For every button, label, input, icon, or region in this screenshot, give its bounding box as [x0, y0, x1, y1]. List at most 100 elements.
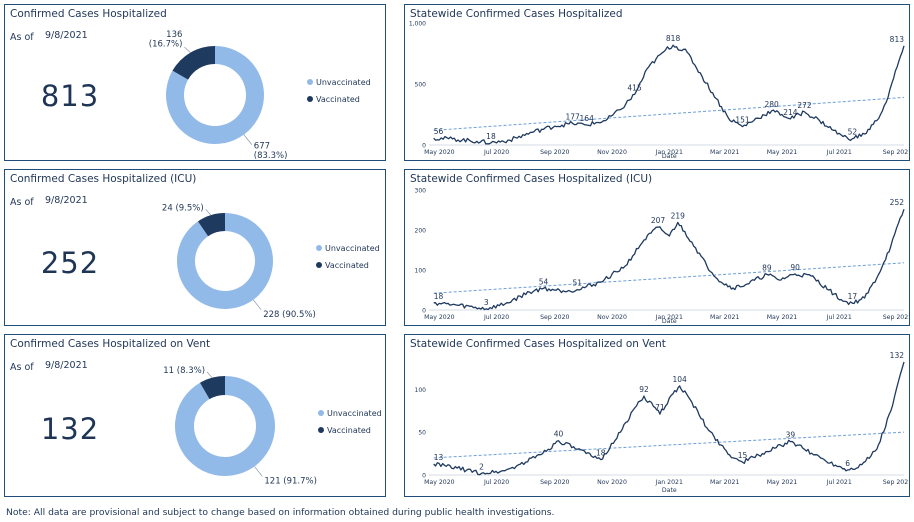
donut-chart: 24 (9.5%) 228 (90.5%) Unvaccinated Vaccinat… — [162, 203, 380, 320]
data-label: 280 — [764, 100, 779, 109]
line-panel-hospitalized: Statewide Confirmed Cases Hospitalized 0… — [404, 4, 910, 161]
data-label: 56 — [434, 127, 444, 136]
x-tick-label: May 2021 — [767, 479, 798, 486]
data-label: 54 — [539, 277, 549, 286]
data-label: 18 — [434, 292, 444, 301]
x-tick-label: Jul 2020 — [483, 479, 509, 486]
data-label: 6 — [845, 459, 850, 468]
as-of-label: As of — [10, 32, 34, 43]
x-tick-label: Nov 2020 — [597, 314, 627, 321]
chart-title: Statewide Confirmed Cases Hospitalized o… — [410, 338, 666, 350]
x-tick-label: Jan 2021 — [655, 149, 683, 156]
y-tick-label: 100 — [415, 268, 427, 275]
data-label: 151 — [735, 116, 750, 125]
y-tick-label: 200 — [415, 228, 427, 235]
data-label: 219 — [671, 211, 686, 220]
chart-title: Statewide Confirmed Cases Hospitalized — [410, 8, 623, 20]
data-label: 2 — [479, 462, 484, 471]
data-label: 90 — [790, 263, 800, 272]
vaccinated-count-label: 136 (16.7%) — [149, 30, 183, 50]
y-tick-label: 0 — [422, 473, 426, 480]
data-label: 132 — [890, 351, 905, 360]
data-label: 3 — [484, 298, 489, 307]
y-tick-label: 50 — [418, 430, 426, 437]
y-tick-label: 300 — [415, 188, 427, 195]
panel-title: Confirmed Cases Hospitalized (ICU) — [10, 173, 197, 185]
data-label: 39 — [786, 431, 796, 440]
legend-label-unvaccinated: Unvaccinated — [325, 244, 380, 253]
x-tick-label: May 2021 — [767, 149, 798, 156]
x-tick-label: Mar 2021 — [710, 314, 739, 321]
data-label: 92 — [639, 385, 649, 394]
x-axis-label: Date — [662, 318, 677, 325]
legend-label-unvaccinated: Unvaccinated — [327, 409, 382, 418]
label-leader-line — [206, 371, 213, 378]
as-of-date: 9/8/2021 — [45, 360, 88, 371]
x-tick-label: Mar 2021 — [710, 479, 739, 486]
data-label: 89 — [762, 263, 772, 272]
x-tick-label: Sep 2020 — [540, 479, 569, 486]
x-tick-label: May 2020 — [424, 149, 455, 156]
y-tick-label: 100 — [415, 387, 427, 394]
x-tick-label: Jul 2021 — [826, 479, 852, 486]
trend-line — [433, 431, 905, 459]
as-of-date: 9/8/2021 — [45, 30, 88, 41]
donut-slice-unvaccinated — [177, 213, 273, 309]
label-leader-line — [205, 209, 212, 216]
data-label: 415 — [627, 83, 642, 92]
data-label: 18 — [596, 449, 606, 458]
x-tick-label: Sep 2020 — [540, 149, 569, 156]
panel-title: Confirmed Cases Hospitalized — [10, 8, 167, 20]
y-tick-label: 0 — [422, 308, 426, 315]
donut-slice-vaccinated — [172, 46, 215, 80]
line-chart: 0 50 100 May 2020 Jul 2020 Sep 2020 Nov 2020 Ja… — [415, 351, 909, 494]
as-of-date: 9/8/2021 — [45, 195, 88, 206]
chart-title: Statewide Confirmed Cases Hospitalized (… — [410, 173, 653, 185]
footer-note: Note: All data are provisional and subje… — [6, 507, 555, 518]
legend-label-vaccinated: Vaccinated — [325, 261, 369, 270]
legend-label-vaccinated: Vaccinated — [316, 95, 360, 104]
summary-panel-hospitalized: Confirmed Cases Hospitalized As of 9/8/2… — [4, 4, 386, 161]
donut-slice-vaccinated — [200, 376, 225, 400]
x-tick-label: Sep 2021 — [883, 314, 909, 321]
donut-chart: 136 (16.7%) 677 (83.3%) Unvaccinated Vaccinat… — [149, 30, 371, 160]
data-label: 104 — [672, 375, 687, 384]
x-tick-label: Sep 2021 — [883, 149, 909, 156]
as-of-label: As of — [10, 197, 34, 208]
x-axis-label: Date — [662, 153, 677, 160]
trend-line — [433, 96, 905, 131]
label-leader-line — [254, 466, 263, 477]
data-label: 17 — [848, 292, 858, 301]
donut-slice-unvaccinated — [175, 376, 275, 476]
as-of-label: As of — [10, 362, 34, 373]
vaccinated-count-label: 11 (8.3%) — [163, 366, 205, 376]
y-tick-label: 1,000 — [409, 21, 426, 28]
series-line — [433, 361, 905, 476]
data-label: 818 — [666, 34, 681, 43]
y-tick-label: 0 — [422, 143, 426, 150]
line-panel-vent: Statewide Confirmed Cases Hospitalized o… — [404, 334, 910, 497]
y-tick-label: 500 — [415, 82, 427, 89]
x-tick-label: Jul 2021 — [826, 314, 852, 321]
data-label: 214 — [783, 108, 798, 117]
line-chart: 0 500 1,000 May 2020 Jul 2020 Sep 2020 Nov 202… — [409, 21, 909, 161]
x-tick-label: May 2020 — [424, 314, 455, 321]
legend-label-unvaccinated: Unvaccinated — [316, 78, 371, 87]
x-tick-label: Jul 2021 — [826, 149, 852, 156]
label-leader-line — [252, 299, 262, 311]
data-label: 164 — [580, 114, 595, 123]
legend-marker-unvaccinated — [307, 79, 313, 85]
data-label: 52 — [848, 128, 858, 137]
data-label: 252 — [890, 198, 905, 207]
x-tick-label: May 2021 — [767, 314, 798, 321]
line-chart: 0 100 200 300 May 2020 Jul 2020 Sep 2020 Nov 20… — [415, 188, 909, 326]
line-panel-icu: Statewide Confirmed Cases Hospitalized (… — [404, 169, 910, 326]
series-line — [433, 44, 905, 145]
unvaccinated-count-label: 677 (83.3%) — [254, 142, 288, 160]
donut-chart: 11 (8.3%) 121 (91.7%) Unvaccinated Vaccinat… — [163, 366, 382, 487]
data-label: 177 — [565, 112, 580, 121]
x-tick-label: Jul 2020 — [483, 314, 509, 321]
label-leader-line — [184, 46, 191, 53]
data-label: 40 — [554, 430, 564, 439]
legend-label-vaccinated: Vaccinated — [327, 426, 371, 435]
